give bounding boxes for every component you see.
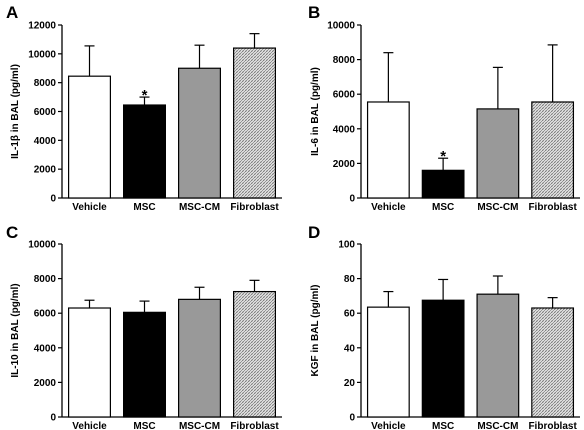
y-tick-label: 8000: [34, 274, 57, 285]
bar-fibroblast: [233, 47, 277, 199]
y-tick-label: 2000: [34, 378, 57, 389]
bar-vehicle: [67, 75, 111, 199]
y-tick-label: 8000: [34, 78, 57, 89]
y-tick-label: 4000: [34, 136, 57, 147]
significance-marker: *: [440, 148, 446, 165]
bar-msc: [122, 311, 166, 418]
y-tick-label: 100: [338, 240, 355, 251]
y-axis-title: IL-10 in BAL (pg/ml): [10, 283, 21, 377]
y-tick-label: 12000: [28, 21, 56, 32]
bar-msc-cm: [476, 108, 520, 199]
x-tick-label: Vehicle: [371, 421, 406, 430]
significance-marker: *: [142, 87, 148, 104]
x-tick-label: MSC-CM: [477, 421, 518, 430]
y-tick-label: 0: [50, 413, 56, 424]
x-tick-label: MSC-CM: [477, 202, 518, 213]
panel-letter: D: [308, 223, 320, 242]
panel-letter: C: [6, 223, 18, 242]
bar-msc: [421, 299, 465, 418]
x-tick-label: Fibroblast: [230, 202, 279, 213]
x-tick-label: MSC: [432, 202, 454, 213]
y-axis-title: KGF in BAL (pg/ml): [310, 284, 321, 376]
y-tick-label: 40: [344, 343, 356, 354]
x-tick-label: Fibroblast: [230, 421, 279, 430]
panel-letter: B: [308, 3, 320, 22]
x-tick-label: MSC: [133, 202, 155, 213]
x-tick-label: Fibroblast: [528, 202, 577, 213]
y-tick-label: 4000: [34, 343, 57, 354]
x-tick-label: Vehicle: [72, 421, 107, 430]
y-tick-label: 60: [344, 309, 356, 320]
x-tick-label: MSC-CM: [179, 202, 220, 213]
bar-fibroblast: [531, 101, 575, 199]
y-tick-label: 6000: [34, 309, 57, 320]
bar-fibroblast: [233, 290, 277, 418]
panel-a: A 0 2000 4000 6000 8000 10000 12000 IL-1β in BAL…: [6, 3, 282, 213]
bar-vehicle: [366, 101, 410, 199]
bar-msc: [421, 169, 465, 199]
y-tick-label: 10000: [28, 49, 56, 60]
y-tick-label: 0: [50, 194, 56, 205]
y-tick-label: 2000: [34, 165, 57, 176]
bar-fibroblast: [531, 307, 575, 418]
bar-msc-cm: [476, 293, 520, 418]
panel-b: B 0 2000 4000 6000 8000 10000 IL-6 in BAL (pg/m…: [308, 3, 580, 213]
bar-vehicle: [366, 306, 410, 418]
y-tick-label: 10000: [327, 21, 355, 32]
x-tick-label: Vehicle: [72, 202, 107, 213]
y-tick-label: 6000: [34, 107, 57, 118]
bar-msc-cm: [178, 298, 222, 418]
y-tick-label: 0: [349, 194, 355, 205]
y-axis-title: IL-1β in BAL (pg/ml): [10, 64, 21, 159]
y-tick-label: 2000: [333, 159, 356, 170]
bar-vehicle: [67, 307, 111, 418]
y-tick-label: 20: [344, 378, 356, 389]
y-tick-label: 80: [344, 274, 356, 285]
bar-msc-cm: [178, 67, 222, 199]
y-tick-label: 0: [349, 413, 355, 424]
x-tick-label: Fibroblast: [528, 421, 577, 430]
x-tick-label: MSC: [133, 421, 155, 430]
y-tick-label: 4000: [333, 124, 356, 135]
x-tick-label: Vehicle: [371, 202, 406, 213]
panel-d: D 0 20 40 60 80 100 KGF in BAL (pg/ml) Vehicle MS…: [308, 223, 580, 430]
y-tick-label: 10000: [28, 240, 56, 251]
bar-msc: [122, 104, 166, 199]
x-tick-label: MSC: [432, 421, 454, 430]
panel-c: C 0 2000 4000 6000 8000 10000 IL-10 in BAL (pg/…: [6, 223, 282, 430]
panel-letter: A: [6, 3, 18, 22]
x-tick-label: MSC-CM: [179, 421, 220, 430]
y-tick-label: 6000: [333, 90, 356, 101]
y-axis-title: IL-6 in BAL (pg/ml): [310, 67, 321, 156]
y-tick-label: 8000: [333, 55, 356, 66]
